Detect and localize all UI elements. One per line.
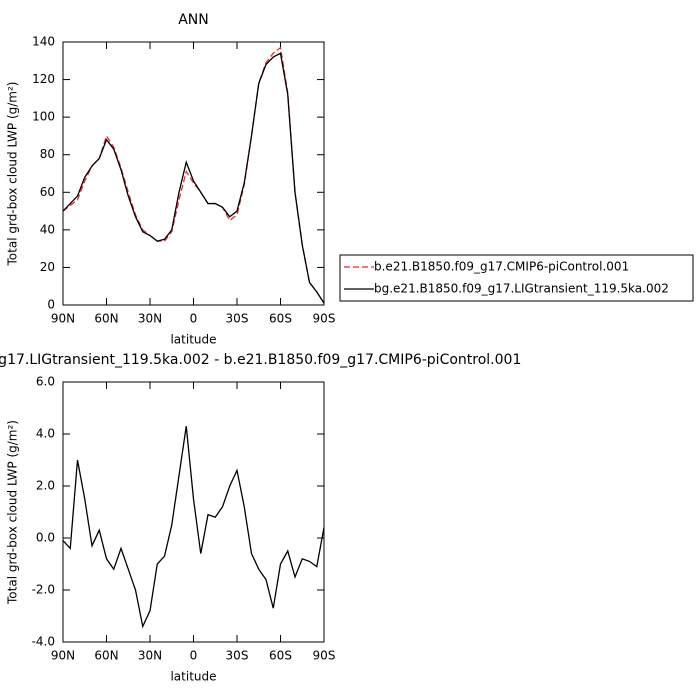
line-series: [62, 52, 325, 304]
plot-frame: [62, 381, 325, 643]
y-tick-label: 2.0: [36, 479, 55, 493]
x-tick-label: 60S: [269, 649, 292, 663]
y-tick-label: 6.0: [36, 375, 55, 389]
legend-box: [339, 254, 694, 302]
y-tick-label: 0.0: [36, 531, 55, 545]
x-tick-label: 30N: [138, 312, 162, 326]
legend-label: bg.e21.B1850.f09_g17.LIGtransient_119.5k…: [374, 282, 669, 296]
x-tick-label: 0: [190, 649, 198, 663]
x-tick-label: 30N: [138, 649, 162, 663]
chart-title: ANN: [178, 12, 209, 28]
x-tick-label: 0: [190, 312, 198, 326]
y-tick-label: 20: [40, 260, 55, 274]
y-axis-label: Total grd-box cloud LWP (g/m²): [6, 82, 20, 267]
x-axis-label: latitude: [170, 333, 216, 347]
legend-label: b.e21.B1850.f09_g17.CMIP6-piControl.001: [374, 260, 629, 274]
y-tick-label: 40: [40, 222, 55, 236]
y-tick-label: 80: [40, 147, 55, 161]
y-tick-label: 0: [47, 298, 55, 312]
x-tick-label: 60N: [94, 649, 118, 663]
plot-frame: [62, 41, 325, 306]
y-tick-label: -2.0: [32, 583, 55, 597]
x-tick-label: 30S: [226, 312, 249, 326]
x-tick-label: 30S: [226, 649, 249, 663]
x-tick-label: 90N: [51, 312, 75, 326]
y-tick-label: 120: [32, 72, 55, 86]
chart-title: bg.e21.B1850.f09_g17.LIGtransient_119.5k…: [0, 352, 521, 368]
x-tick-label: 90S: [313, 649, 336, 663]
x-axis-label: latitude: [170, 670, 216, 684]
y-axis-label: Total grd-box cloud LWP (g/m²): [6, 420, 20, 605]
y-tick-label: 140: [32, 35, 55, 49]
line-series: [62, 426, 325, 629]
y-tick-label: -4.0: [32, 635, 55, 649]
x-tick-label: 90N: [51, 649, 75, 663]
x-tick-label: 90S: [313, 312, 336, 326]
y-tick-label: 4.0: [36, 427, 55, 441]
y-tick-label: 100: [32, 110, 55, 124]
x-tick-label: 60N: [94, 312, 118, 326]
line-series: [62, 46, 325, 304]
x-tick-label: 60S: [269, 312, 292, 326]
y-tick-label: 60: [40, 185, 55, 199]
